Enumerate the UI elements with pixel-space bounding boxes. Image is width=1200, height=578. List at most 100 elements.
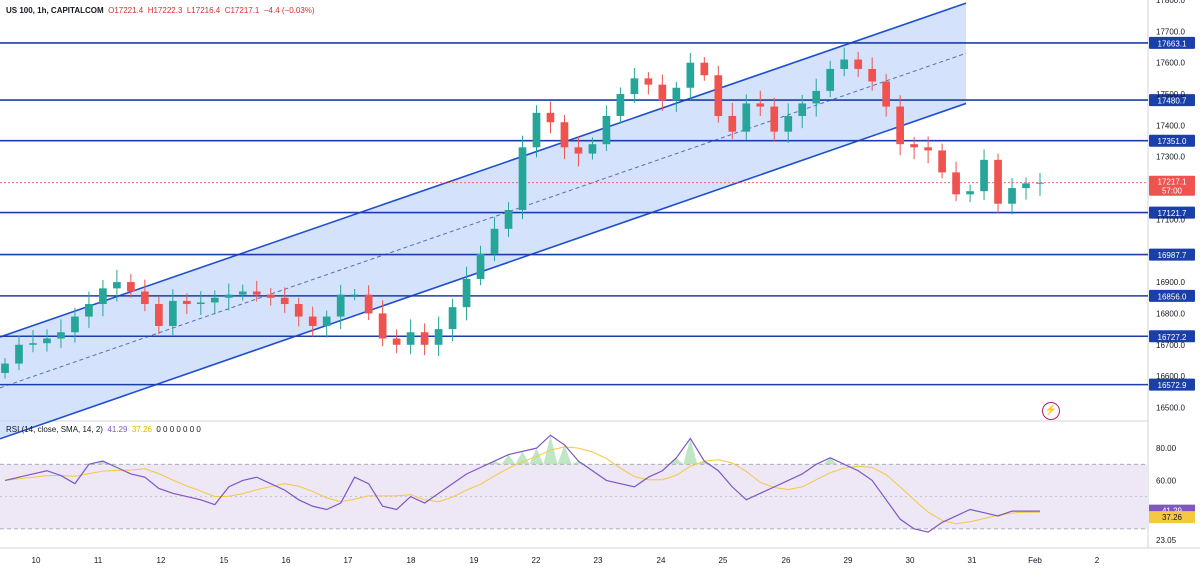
candle-body — [840, 59, 849, 69]
candle-body — [392, 338, 401, 345]
candle-body — [784, 115, 793, 132]
candle-body — [924, 147, 932, 151]
candle-body — [798, 103, 807, 116]
rsi-ma-label: 37.26 — [1162, 513, 1183, 522]
candle-body — [574, 147, 583, 154]
price-tick-label: 17500.0 — [1156, 90, 1185, 99]
candle-body — [686, 62, 695, 88]
level-label: 16987.7 — [1158, 251, 1187, 260]
candle-body — [602, 115, 611, 145]
candle-body — [868, 68, 877, 82]
price-axis: 17800.0 17700.0 17600.0 17500.0 17400.0 17300… — [1149, 0, 1195, 545]
price-tick-label: 17700.0 — [1156, 27, 1185, 36]
level-badge — [1149, 378, 1195, 391]
time-tick-label: 16 — [282, 556, 291, 565]
time-tick-label: 23 — [594, 556, 603, 565]
candle-body — [882, 81, 890, 107]
horizontal-levels: 17663.1 17480.7 17351.0 17121.7 16987.7 16856… — [0, 36, 1195, 391]
candle-body — [728, 115, 737, 132]
level-label: 16572.9 — [1158, 381, 1187, 390]
candle-body — [29, 343, 37, 345]
candle-body — [966, 191, 974, 195]
time-axis: 10 11 12 15 16 17 18 19 22 23 24 25 26 29 30 31 Feb 2 — [0, 547, 1200, 565]
price-legend: US 100, 1h, CAPITALCOM O17221.4 H17222.3… — [6, 6, 315, 15]
candle-body — [560, 122, 569, 148]
price-tick-label: 16500.0 — [1156, 403, 1185, 412]
rsi-tick-label: 23.05 — [1156, 536, 1177, 545]
candle-body — [910, 144, 918, 148]
candles — [1, 47, 1044, 379]
rsi-label: RSI (14, close, SMA, 14, 2) — [6, 425, 103, 434]
channel-upper-line — [0, 2, 967, 338]
candle-body — [168, 300, 177, 326]
candle-body — [994, 159, 1002, 204]
price-tick-label: 17100.0 — [1156, 215, 1185, 224]
time-tick-label: 17 — [344, 556, 353, 565]
candle-body — [141, 291, 149, 305]
candle-body — [504, 210, 513, 229]
rsi-legend: RSI (14, close, SMA, 14, 2) 41.29 37.26 … — [6, 425, 201, 434]
candle-body — [434, 329, 443, 345]
candle-body — [630, 78, 639, 95]
candle-body — [1022, 183, 1030, 189]
time-tick-label: 11 — [94, 556, 103, 565]
price-tick-label: 16800.0 — [1156, 309, 1185, 318]
candle-body — [826, 68, 835, 91]
candle-body — [99, 288, 107, 305]
close-value: C17217.1 — [224, 6, 260, 15]
candle-body — [252, 291, 261, 295]
candle-body — [127, 282, 135, 292]
time-tick-label: 2 — [1095, 556, 1100, 565]
rsi-value-badge — [1149, 504, 1195, 517]
rsi-ma-badge — [1149, 511, 1195, 524]
candle-body — [1, 363, 9, 373]
candle-body — [57, 332, 65, 339]
candle-body — [980, 159, 988, 192]
candle-body — [854, 59, 863, 69]
candle-body — [85, 304, 93, 317]
level-label: 17121.7 — [1158, 209, 1187, 218]
current-price-label: 17217.1 — [1158, 178, 1187, 187]
rsi-value-label: 41.29 — [1162, 507, 1183, 516]
candle-body — [462, 278, 471, 308]
trend-channel — [0, 2, 967, 440]
time-tick-label: 30 — [906, 556, 915, 565]
open-value: O17221.4 — [108, 6, 144, 15]
candle-body — [546, 112, 555, 123]
time-tick-label: Feb — [1028, 556, 1042, 565]
lightning-icon[interactable]: ⚡ — [1042, 402, 1060, 420]
candle-body — [938, 150, 946, 173]
candle-body — [280, 297, 289, 305]
time-tick-label: 19 — [470, 556, 479, 565]
candle-body — [476, 253, 485, 279]
candle-body — [182, 300, 191, 305]
grid — [0, 0, 1149, 548]
candle-body — [43, 338, 51, 344]
price-tick-label: 17800.0 — [1156, 0, 1185, 5]
candle-body — [812, 90, 821, 104]
candle-body — [364, 294, 373, 314]
time-tick-label: 26 — [782, 556, 791, 565]
candle-body — [896, 106, 904, 145]
candle-body — [770, 106, 779, 132]
price-tick-label: 16600.0 — [1156, 372, 1185, 381]
candle-body — [700, 62, 709, 76]
candle-body — [518, 147, 527, 210]
time-tick-label: 25 — [719, 556, 728, 565]
countdown-label: 57:00 — [1162, 187, 1183, 196]
candle-body — [15, 344, 23, 364]
candle-body — [952, 172, 960, 195]
rsi-ma-line — [4, 446, 1041, 525]
low-value: L17216.4 — [186, 6, 221, 15]
rsi-zeros: 0 0 0 0 0 0 0 — [156, 425, 201, 434]
level-badge — [1149, 330, 1195, 343]
level-label: 17663.1 — [1158, 39, 1187, 48]
level-badge — [1149, 248, 1195, 261]
candle-body — [210, 297, 219, 303]
candle-body — [1008, 188, 1016, 204]
time-tick-label: 12 — [157, 556, 166, 565]
level-badge — [1149, 36, 1195, 49]
high-value: H17222.3 — [147, 6, 183, 15]
change-value: −4.4 (−0.03%) — [263, 6, 315, 15]
